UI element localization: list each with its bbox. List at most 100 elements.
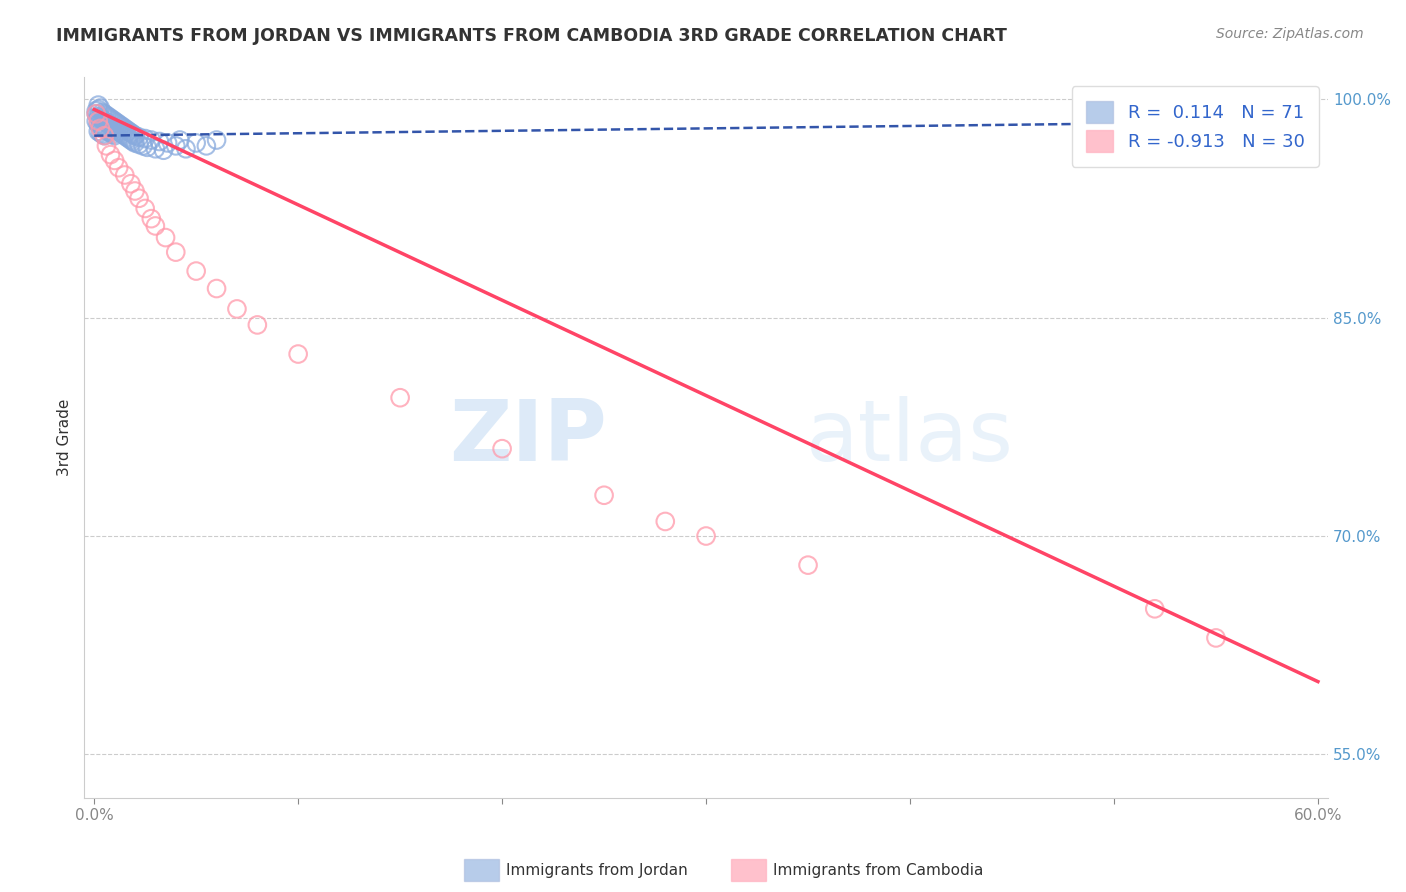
Point — [103, 128, 125, 143]
Point — [156, 136, 179, 150]
Point — [152, 143, 174, 157]
Point — [124, 184, 146, 198]
Point — [134, 202, 156, 216]
Point — [87, 98, 110, 112]
Point — [103, 114, 125, 128]
Point — [110, 119, 132, 133]
Point — [93, 128, 115, 143]
Point — [93, 121, 115, 136]
Point — [87, 103, 110, 117]
Point — [97, 117, 120, 131]
Point — [389, 391, 412, 405]
Text: Source: ZipAtlas.com: Source: ZipAtlas.com — [1216, 27, 1364, 41]
Point — [84, 107, 107, 121]
Point — [93, 114, 115, 128]
Point — [101, 127, 124, 141]
Point — [91, 120, 114, 134]
Point — [205, 281, 228, 295]
Point — [87, 124, 110, 138]
Point — [134, 131, 156, 145]
Point — [132, 139, 155, 153]
Point — [103, 153, 125, 168]
Point — [695, 529, 717, 543]
Point — [87, 117, 110, 131]
Point — [107, 124, 129, 138]
Text: Immigrants from Jordan: Immigrants from Jordan — [506, 863, 688, 878]
Point — [91, 105, 114, 120]
Text: atlas: atlas — [806, 396, 1014, 479]
Point — [93, 107, 115, 121]
Point — [246, 318, 269, 332]
Point — [100, 126, 122, 140]
Point — [169, 133, 191, 147]
Point — [96, 139, 118, 153]
Point — [110, 126, 132, 140]
Point — [124, 128, 146, 143]
Point — [96, 108, 118, 122]
Point — [136, 140, 159, 154]
Point — [91, 112, 114, 127]
Point — [186, 136, 208, 150]
Point — [195, 139, 218, 153]
Point — [118, 131, 141, 145]
Point — [186, 264, 208, 278]
Text: IMMIGRANTS FROM JORDAN VS IMMIGRANTS FROM CAMBODIA 3RD GRADE CORRELATION CHART: IMMIGRANTS FROM JORDAN VS IMMIGRANTS FRO… — [56, 27, 1007, 45]
Point — [107, 161, 129, 175]
Point — [165, 139, 187, 153]
Point — [105, 123, 128, 137]
Point — [120, 133, 142, 147]
Point — [491, 442, 513, 456]
Point — [89, 121, 111, 136]
Point — [654, 515, 676, 529]
Point — [1143, 602, 1166, 616]
Point — [96, 115, 118, 129]
Point — [89, 101, 111, 115]
Point — [148, 135, 170, 149]
Y-axis label: 3rd Grade: 3rd Grade — [58, 399, 72, 476]
Point — [165, 245, 187, 260]
Point — [122, 135, 145, 149]
Point — [141, 133, 163, 147]
Point — [122, 127, 145, 141]
Point — [287, 347, 309, 361]
Point — [114, 128, 136, 143]
Point — [141, 211, 163, 226]
Point — [124, 136, 146, 150]
Point — [89, 119, 111, 133]
Point — [114, 168, 136, 182]
Point — [96, 123, 118, 137]
Point — [87, 110, 110, 124]
Point — [115, 123, 138, 137]
Point — [107, 117, 129, 131]
Point — [797, 558, 820, 573]
Point — [115, 130, 138, 145]
Point — [128, 191, 150, 205]
Point — [205, 133, 228, 147]
Point — [120, 177, 142, 191]
Point — [100, 119, 122, 133]
Point — [101, 120, 124, 134]
Point — [118, 124, 141, 138]
Point — [87, 114, 110, 128]
Text: Immigrants from Cambodia: Immigrants from Cambodia — [773, 863, 984, 878]
Point — [226, 301, 249, 316]
Point — [100, 112, 122, 126]
Point — [145, 142, 167, 156]
Point — [128, 137, 150, 152]
Point — [105, 115, 128, 129]
Legend: R =  0.114   N = 71, R = -0.913   N = 30: R = 0.114 N = 71, R = -0.913 N = 30 — [1071, 87, 1319, 167]
Point — [84, 103, 107, 118]
Point — [593, 488, 616, 502]
Point — [89, 112, 111, 126]
Point — [1205, 631, 1227, 645]
Point — [114, 121, 136, 136]
Point — [97, 124, 120, 138]
Point — [128, 130, 150, 145]
Point — [89, 126, 111, 140]
Point — [120, 126, 142, 140]
Point — [93, 128, 115, 143]
Text: ZIP: ZIP — [449, 396, 606, 479]
Point — [103, 121, 125, 136]
Point — [101, 112, 124, 127]
Point — [145, 219, 167, 233]
